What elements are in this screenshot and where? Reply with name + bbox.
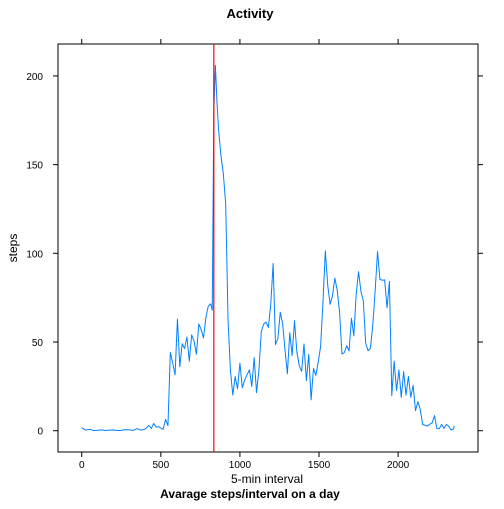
x-tick-label: 2000: [387, 460, 410, 471]
x-tick-label: 1000: [229, 460, 252, 471]
y-tick-label: 100: [26, 249, 43, 260]
y-tick-label: 50: [32, 338, 44, 349]
x-tick-label: 500: [152, 460, 169, 471]
y-tick-label: 200: [26, 72, 43, 83]
y-tick-label: 0: [37, 427, 43, 438]
plot-frame: [57, 43, 479, 453]
y-axis-ticks: 0 50 100 150 200: [26, 72, 483, 438]
chart-subtitle: Avarage steps/interval on a day: [160, 487, 340, 501]
y-tick-label: 150: [26, 161, 43, 172]
series-layer: [81, 44, 455, 452]
x-axis-label: 5-min interval: [231, 472, 303, 486]
y-axis-label: steps: [6, 234, 20, 263]
x-tick-label: 0: [79, 460, 85, 471]
x-tick-label: 1500: [308, 460, 331, 471]
chart-title: Activity: [227, 6, 275, 21]
x-axis-ticks: 0 500 1000 1500 2000: [79, 39, 410, 471]
series-line: [81, 64, 455, 432]
